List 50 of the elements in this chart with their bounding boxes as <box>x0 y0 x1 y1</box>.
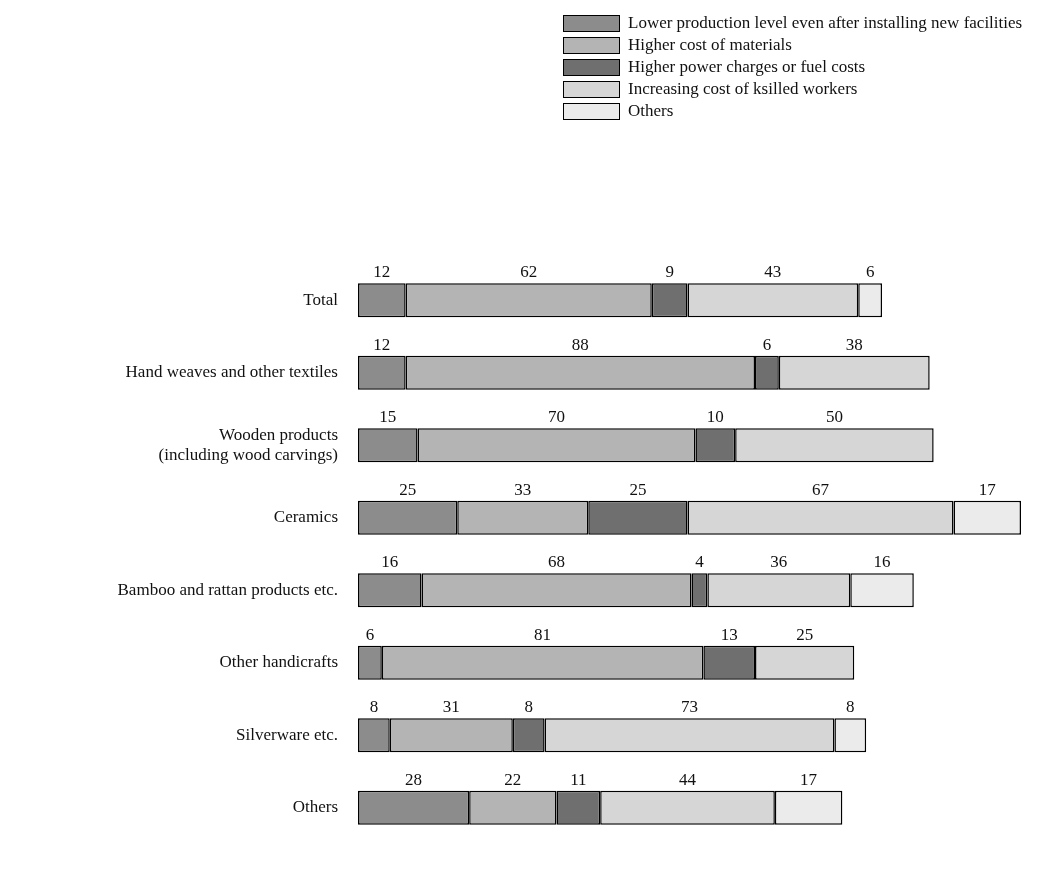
data-label: 12 <box>373 262 391 282</box>
data-label: 44 <box>679 769 697 789</box>
data-label: 6 <box>365 624 375 644</box>
data-label: 25 <box>796 624 814 644</box>
legend-label: Lower production level even after installing new facilities <box>628 13 1023 33</box>
data-label: 16 <box>381 552 399 572</box>
data-label: 68 <box>548 552 565 572</box>
data-label: 73 <box>681 697 698 717</box>
data-label: 13 <box>720 624 738 644</box>
data-label: 33 <box>514 479 532 499</box>
y-tick-label: Bamboo and rattan products etc. <box>117 579 338 599</box>
data-label: 70 <box>548 407 565 427</box>
data-label: 10 <box>706 407 724 427</box>
y-tick-label: Total <box>303 289 339 309</box>
data-label: 88 <box>571 334 589 354</box>
data-label: 12 <box>373 334 391 354</box>
data-label: 17 <box>978 479 997 499</box>
data-label: 25 <box>629 479 647 499</box>
legend-label: Others <box>628 101 674 121</box>
y-tick-label: Ceramics <box>273 507 338 527</box>
y-tick-label: Others <box>292 797 338 817</box>
data-label: 50 <box>825 407 843 427</box>
data-label: 25 <box>399 479 417 499</box>
legend-label: Higher cost of materials <box>628 35 792 55</box>
data-label: 67 <box>812 479 830 499</box>
data-label: 17 <box>800 769 818 789</box>
y-tick-label: Other handicrafts <box>219 652 338 672</box>
y-tick-label: Wooden products (including wood carvings) <box>158 424 338 464</box>
data-label: 8 <box>846 697 855 717</box>
data-label: 81 <box>534 624 552 644</box>
data-label: 22 <box>504 769 522 789</box>
data-label: 9 <box>665 262 674 282</box>
data-label: 11 <box>570 769 587 789</box>
data-label: 62 <box>520 262 538 282</box>
data-label: 6 <box>865 262 875 282</box>
data-label: 8 <box>369 697 379 717</box>
data-label: 8 <box>524 697 533 717</box>
legend-label: Increasing cost of ksilled workers <box>628 79 858 99</box>
data-label: 43 <box>764 262 782 282</box>
data-label: 28 <box>405 769 423 789</box>
y-tick-label: Hand weaves and other textiles <box>125 362 338 382</box>
data-label: 38 <box>845 334 863 354</box>
data-label: 16 <box>873 552 891 572</box>
y-tick-label: Silverware etc. <box>236 724 338 744</box>
data-label: 31 <box>442 697 460 717</box>
data-label: 4 <box>695 552 705 572</box>
legend-label: Higher power charges or fuel costs <box>628 57 866 77</box>
data-label: 15 <box>379 407 397 427</box>
data-label: 36 <box>770 552 788 572</box>
data-label: 6 <box>762 334 772 354</box>
